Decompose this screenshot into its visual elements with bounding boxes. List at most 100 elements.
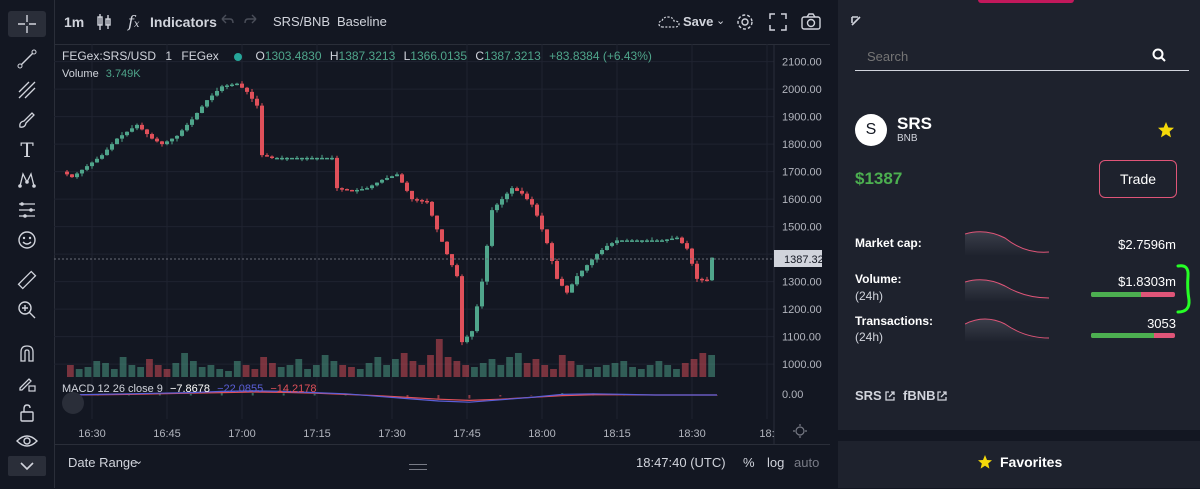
crosshair-icon[interactable]	[8, 11, 46, 37]
volume-bar	[594, 367, 601, 377]
price-tick-label: 2100.00	[782, 57, 822, 69]
token-avatar: S	[855, 114, 887, 146]
lock-pencil-icon[interactable]	[8, 370, 46, 396]
zoom-in-icon[interactable]	[8, 297, 46, 323]
legend-symbol[interactable]: FEGex:SRS/USD	[62, 49, 157, 63]
legend-low: 1366.0135	[410, 49, 468, 63]
forecast-icon[interactable]	[8, 197, 46, 223]
redo-icon[interactable]	[244, 13, 258, 32]
chevron-down-icon[interactable]: ⌄	[716, 15, 726, 27]
volume-bar	[198, 367, 206, 377]
candle-body	[655, 240, 659, 242]
chart-toolbar: 1m fx Indicators SRS/BNB Baseline Save ⌄	[0, 0, 830, 45]
clock: 18:47:40 (UTC)	[636, 455, 726, 470]
star-icon[interactable]	[1157, 121, 1175, 144]
candle-body	[80, 169, 84, 174]
fbnb-link[interactable]: fBNB	[903, 388, 936, 403]
candle-body	[205, 100, 209, 107]
chart-bottom-bar: Date Range ⌄ 18:47:40 (UTC) % log auto	[54, 444, 830, 489]
candle-body	[120, 135, 124, 139]
candle-body	[600, 250, 604, 255]
candle-body	[565, 285, 569, 293]
candles-icon[interactable]	[96, 13, 112, 36]
text-tool-icon[interactable]: T	[20, 138, 34, 162]
function-icon: fx	[128, 12, 140, 31]
chevron-down-icon[interactable]: ⌄	[134, 455, 144, 467]
time-settings-icon[interactable]	[793, 424, 807, 438]
search-icon[interactable]	[1152, 48, 1166, 67]
candle-body	[545, 229, 549, 244]
collapse-toolbar-icon[interactable]	[8, 456, 46, 476]
volume-bar	[67, 365, 74, 377]
ruler-icon[interactable]	[8, 267, 46, 293]
candle-body	[245, 87, 249, 92]
volume-bar	[558, 355, 566, 377]
auto-toggle[interactable]: auto	[794, 455, 820, 470]
indicators-button[interactable]: Indicators	[150, 14, 217, 30]
fullscreen-icon[interactable]	[769, 13, 787, 36]
collapse-arrow-icon[interactable]	[850, 14, 862, 32]
candle-body	[370, 185, 374, 189]
eye-icon[interactable]	[8, 428, 46, 454]
candle-body	[190, 119, 194, 125]
candle-body	[520, 190, 524, 194]
brush-icon[interactable]	[8, 107, 46, 133]
cloud-icon	[658, 15, 680, 34]
price-chart[interactable]: 2100.00 2000.00 1900.00 1800.00 1700.00 1600.…	[54, 44, 830, 444]
gear-icon[interactable]	[736, 13, 754, 36]
volume-bar	[330, 361, 338, 377]
macd-histogram-bar	[468, 395, 471, 399]
symbol-selector[interactable]: SRS/BNB	[273, 14, 331, 29]
trend-line-icon[interactable]	[8, 46, 46, 72]
candle-body	[320, 157, 324, 160]
candle-body	[145, 129, 149, 135]
log-toggle[interactable]: log	[767, 455, 785, 470]
watermark-logo	[62, 392, 84, 414]
undo-icon[interactable]	[220, 13, 234, 32]
candle-body	[625, 240, 629, 242]
camera-icon[interactable]	[801, 13, 821, 36]
search-input[interactable]	[855, 42, 1189, 71]
external-link-icon[interactable]	[884, 389, 896, 407]
candle-body	[475, 306, 479, 332]
candle-body	[235, 83, 239, 86]
price-axis[interactable]: 2100.00 2000.00 1900.00 1800.00 1700.00 1600.…	[782, 57, 822, 401]
chart-style-selector[interactable]: Baseline	[337, 14, 387, 29]
volume-bar	[497, 365, 505, 377]
time-tick-label: 18:	[759, 428, 774, 440]
candle-body	[525, 193, 529, 200]
volume-bar	[655, 361, 663, 377]
save-button[interactable]: Save	[683, 14, 714, 29]
token-pair: BNB	[897, 133, 918, 144]
candle-body	[295, 157, 299, 160]
emoji-icon[interactable]	[8, 227, 46, 253]
candle-body	[465, 336, 469, 343]
magnet-icon[interactable]	[8, 340, 46, 366]
volume-bar	[479, 363, 487, 377]
candle-body	[330, 157, 334, 160]
external-link-icon[interactable]	[936, 389, 948, 407]
date-range-button[interactable]: Date Range	[68, 455, 138, 470]
volume-bar	[699, 353, 707, 377]
trade-button[interactable]: Trade	[1099, 160, 1177, 198]
srs-link[interactable]: SRS	[855, 388, 882, 403]
legend-open-label: O	[255, 49, 265, 63]
pitchfork-icon[interactable]	[8, 77, 46, 103]
volume-bars	[67, 339, 715, 377]
pattern-icon[interactable]	[8, 167, 46, 193]
resize-handle[interactable]	[409, 464, 427, 470]
candle-body	[580, 270, 584, 277]
candle-body	[435, 215, 439, 230]
candle-body	[570, 284, 574, 293]
volume-bar	[681, 363, 689, 377]
transactions-buy-sell-bar	[1091, 333, 1175, 338]
percent-toggle[interactable]: %	[743, 455, 755, 470]
volume-bar	[154, 365, 162, 377]
candle-body	[430, 201, 434, 216]
favorites-panel[interactable]: Favorites	[838, 441, 1200, 488]
legend-close-label: C	[475, 49, 485, 63]
interval-selector[interactable]: 1m	[64, 14, 85, 30]
candle-body	[170, 138, 174, 142]
lock-icon[interactable]	[8, 400, 46, 426]
time-axis[interactable]: 16:30 16:45 17:00 17:15 17:30 17:45 18:00 18:15…	[78, 428, 774, 440]
